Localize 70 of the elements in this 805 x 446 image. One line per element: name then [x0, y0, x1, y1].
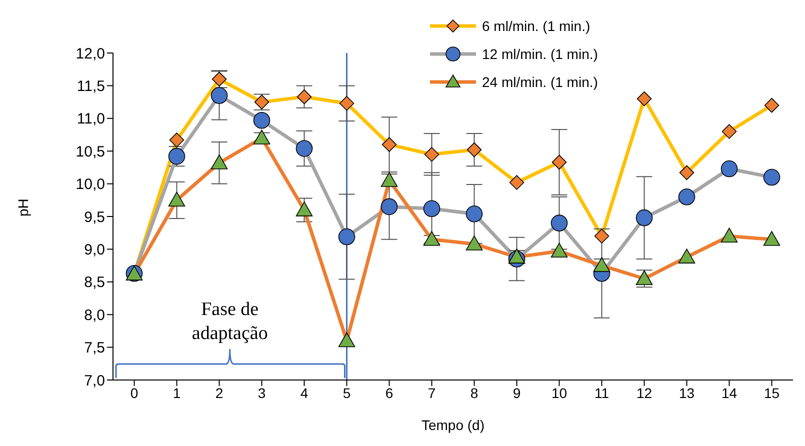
- point: [720, 228, 738, 243]
- point: [210, 154, 228, 170]
- point: [764, 98, 780, 113]
- x-tick-label: 0: [130, 384, 138, 401]
- y-tick-label: 10,0: [76, 176, 105, 194]
- annotation: Fase de adaptação: [190, 298, 269, 346]
- y-tick-label: 7,5: [84, 340, 105, 357]
- point: [296, 202, 313, 216]
- point: [169, 132, 184, 148]
- y-tick-label: 7,0: [84, 372, 105, 390]
- x-tick-label: 10: [551, 384, 568, 401]
- point: [594, 228, 610, 244]
- point: [423, 200, 440, 218]
- point: [253, 112, 270, 129]
- point: [550, 214, 568, 232]
- x-tick-label: 9: [512, 384, 521, 401]
- x-tick-label: 13: [678, 384, 695, 401]
- point: [636, 91, 652, 106]
- y-tick-label: 10,5: [76, 143, 105, 160]
- point: [423, 230, 440, 246]
- y-tick-label: 12,0: [76, 45, 105, 62]
- x-tick-label: 4: [300, 384, 308, 401]
- point: [296, 140, 313, 157]
- y-tick-label: 11,0: [76, 110, 105, 128]
- point: [593, 257, 610, 272]
- point: [339, 96, 354, 111]
- point: [550, 242, 568, 258]
- x-tick-label: 6: [385, 384, 394, 401]
- point: [296, 89, 312, 104]
- y-tick-label: 9,5: [84, 208, 105, 226]
- point: [636, 209, 653, 226]
- point: [679, 165, 694, 180]
- point: [424, 146, 440, 162]
- legend-label: 12 ml/min. (1 min.): [482, 46, 598, 62]
- y-axis-title: pH: [14, 198, 31, 216]
- point: [763, 230, 780, 246]
- point: [210, 87, 228, 104]
- y-tick-label: 8,0: [84, 306, 105, 324]
- y-tick-label: 8,5: [84, 274, 105, 292]
- point: [338, 228, 356, 246]
- x-tick-label: 8: [470, 384, 478, 401]
- y-tick-label: 11,5: [76, 78, 105, 96]
- point: [380, 198, 398, 216]
- x-tick-label: 11: [594, 384, 610, 401]
- x-tick-label: 5: [342, 384, 351, 401]
- point: [466, 142, 482, 158]
- legend-label: 24 ml/min. (1 min.): [482, 74, 598, 90]
- x-tick-label: 7: [428, 384, 436, 401]
- point: [466, 205, 483, 222]
- point: [678, 188, 696, 206]
- x-tick-label: 3: [258, 384, 266, 401]
- point: [466, 236, 483, 250]
- point: [678, 248, 696, 264]
- point: [722, 124, 737, 139]
- point: [382, 137, 397, 152]
- x-tick-label: 15: [764, 384, 780, 401]
- legend-label: 6 ml/min. (1 min.): [482, 18, 590, 34]
- x-tick-label: 12: [636, 384, 652, 401]
- point: [552, 154, 567, 170]
- point: [380, 172, 398, 187]
- x-tick-label: 14: [721, 384, 738, 401]
- x-axis-title: Tempo (d): [421, 417, 485, 433]
- y-tick-label: 9,0: [84, 242, 105, 259]
- x-tick-label: 2: [215, 384, 224, 401]
- point: [338, 332, 356, 348]
- point: [720, 160, 738, 178]
- x-tick-label: 1: [172, 384, 181, 401]
- point: [509, 175, 524, 190]
- point: [168, 192, 186, 207]
- point: [763, 168, 780, 186]
